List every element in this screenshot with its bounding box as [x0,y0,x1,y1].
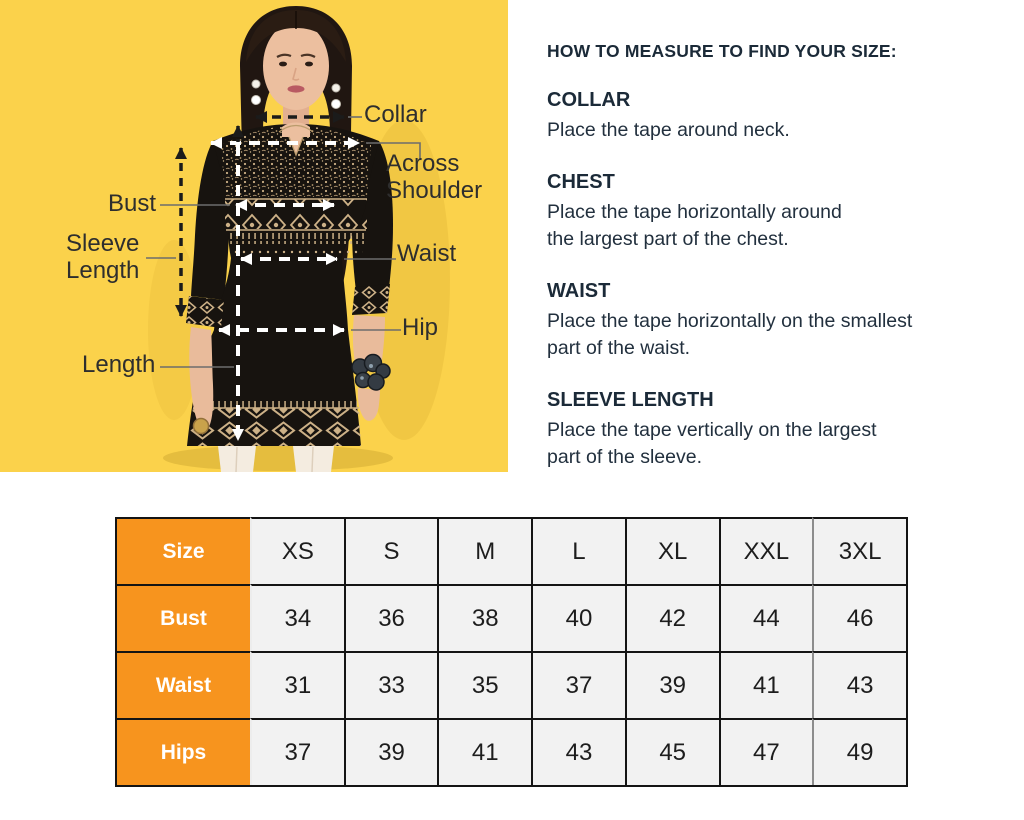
size-column-header: XS [250,517,344,584]
size-column-header: XL [624,517,719,584]
size-value-cell: 49 [812,718,906,785]
section-heading: WAIST [547,279,611,302]
size-value-cell: 45 [624,718,719,785]
size-value-cell: 37 [250,718,344,785]
instruction-section-chest: CHEST Place the tape horizontally around… [547,171,987,254]
diagram-label-bust: Bust [108,190,157,217]
size-value-cell: 33 [343,651,438,718]
size-column-header: S [343,517,438,584]
size-diagram-panel: Collar Across Shoulder Bust Sleeve Lengt… [0,0,508,472]
size-value-cell: 43 [812,651,906,718]
size-value-cell: 34 [250,584,344,651]
earring-icon [251,79,341,109]
bracelet-icon [351,353,391,391]
size-value-cell: 46 [812,584,906,651]
diagram-label-waist: Waist [397,240,457,267]
row-label: Hips [115,718,250,785]
model-illustration [0,0,508,472]
section-heading: SLEEVE LENGTH [547,388,714,411]
size-value-cell: 37 [531,651,625,718]
size-value-cell: 38 [437,584,532,651]
table-corner-header: Size [115,517,250,584]
table-row: Waist 31 33 35 37 39 41 43 [115,651,906,718]
ring-icon [192,417,210,435]
size-value-cell: 35 [437,651,532,718]
size-value-cell: 39 [343,718,438,785]
size-column-header: 3XL [812,517,906,584]
section-body: Place the tape around neck. [547,119,790,141]
instruction-section-collar: COLLAR Place the tape around neck. [547,89,987,145]
instruction-section-sleeve-length: SLEEVE LENGTH Place the tape vertically … [547,389,987,472]
size-chart-table: Size XS S M L XL XXL 3XL Bust 34 36 38 40 42 44 46 Waist… [115,517,908,787]
instruction-section-waist: WAIST Place the tape horizontally on the… [547,280,987,363]
table-row: Hips 37 39 41 43 45 47 49 [115,718,906,785]
row-label: Bust [115,584,250,651]
size-value-cell: 36 [343,584,438,651]
diagram-label-collar: Collar [364,101,427,128]
section-heading: COLLAR [547,89,631,111]
diagram-label-sleeve-length: Sleeve Length [66,230,140,284]
diagram-label-across-shoulder: Across Shoulder [386,150,483,204]
size-column-header: XXL [718,517,813,584]
measurement-arrows [146,111,421,441]
row-label: Waist [115,651,250,718]
measure-instructions: HOW TO MEASURE TO FIND YOUR SIZE: COLLAR… [547,41,987,498]
instructions-title: HOW TO MEASURE TO FIND YOUR SIZE: [547,41,897,61]
size-value-cell: 40 [531,584,625,651]
size-value-cell: 47 [718,718,813,785]
section-body: Place the tape vertically on the largest… [547,418,877,469]
size-value-cell: 41 [437,718,532,785]
size-value-cell: 42 [624,584,719,651]
size-value-cell: 31 [250,651,344,718]
size-value-cell: 44 [718,584,813,651]
section-body: Place the tape horizontally around the l… [547,200,842,251]
diagram-label-length: Length [82,351,156,378]
size-value-cell: 41 [718,651,813,718]
diagram-label-hip: Hip [402,314,439,341]
section-body: Place the tape horizontally on the small… [547,309,913,360]
size-column-header: L [531,517,625,584]
section-heading: CHEST [547,170,615,193]
table-row: Bust 34 36 38 40 42 44 46 [115,584,906,651]
size-value-cell: 43 [531,718,625,785]
size-column-header: M [437,517,532,584]
size-value-cell: 39 [624,651,719,718]
